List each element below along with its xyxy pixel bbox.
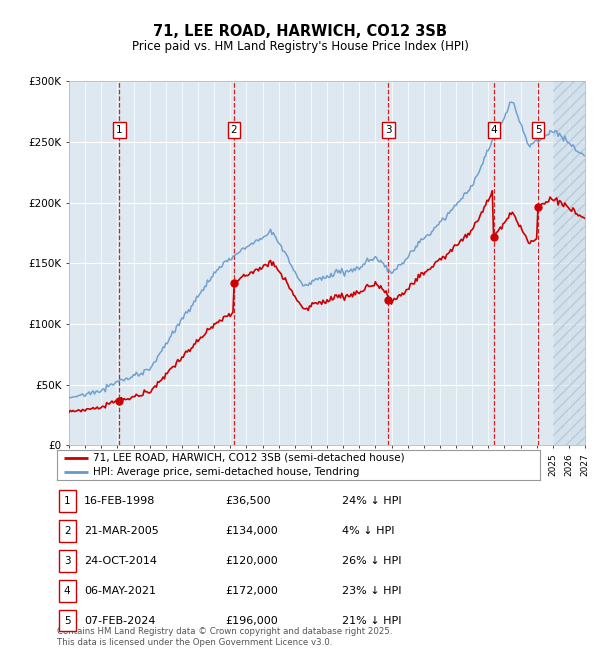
Text: £134,000: £134,000: [225, 526, 278, 536]
Text: 3: 3: [385, 125, 392, 135]
Text: 71, LEE ROAD, HARWICH, CO12 3SB (semi-detached house): 71, LEE ROAD, HARWICH, CO12 3SB (semi-de…: [93, 453, 405, 463]
Text: 16-FEB-1998: 16-FEB-1998: [84, 496, 155, 506]
Text: £196,000: £196,000: [225, 616, 278, 626]
Text: 4% ↓ HPI: 4% ↓ HPI: [342, 526, 395, 536]
Text: 21% ↓ HPI: 21% ↓ HPI: [342, 616, 401, 626]
Text: 71, LEE ROAD, HARWICH, CO12 3SB: 71, LEE ROAD, HARWICH, CO12 3SB: [153, 23, 447, 39]
Text: £120,000: £120,000: [225, 556, 278, 566]
Text: 4: 4: [491, 125, 497, 135]
Text: 24-OCT-2014: 24-OCT-2014: [84, 556, 157, 566]
Text: £172,000: £172,000: [225, 586, 278, 596]
Text: 1: 1: [64, 496, 71, 506]
Text: 3: 3: [64, 556, 71, 566]
Text: Contains HM Land Registry data © Crown copyright and database right 2025.
This d: Contains HM Land Registry data © Crown c…: [57, 627, 392, 647]
Text: 2: 2: [230, 125, 237, 135]
Text: 24% ↓ HPI: 24% ↓ HPI: [342, 496, 401, 506]
Text: 07-FEB-2024: 07-FEB-2024: [84, 616, 155, 626]
Bar: [553, 81, 585, 445]
Text: Price paid vs. HM Land Registry's House Price Index (HPI): Price paid vs. HM Land Registry's House …: [131, 40, 469, 53]
Text: 06-MAY-2021: 06-MAY-2021: [84, 586, 156, 596]
Text: 2: 2: [64, 526, 71, 536]
Text: 1: 1: [116, 125, 122, 135]
Text: £36,500: £36,500: [225, 496, 271, 506]
Text: 4: 4: [64, 586, 71, 596]
Text: 21-MAR-2005: 21-MAR-2005: [84, 526, 159, 536]
Text: 5: 5: [64, 616, 71, 626]
Text: 23% ↓ HPI: 23% ↓ HPI: [342, 586, 401, 596]
Text: HPI: Average price, semi-detached house, Tendring: HPI: Average price, semi-detached house,…: [93, 467, 359, 476]
Text: 26% ↓ HPI: 26% ↓ HPI: [342, 556, 401, 566]
Text: 5: 5: [535, 125, 542, 135]
